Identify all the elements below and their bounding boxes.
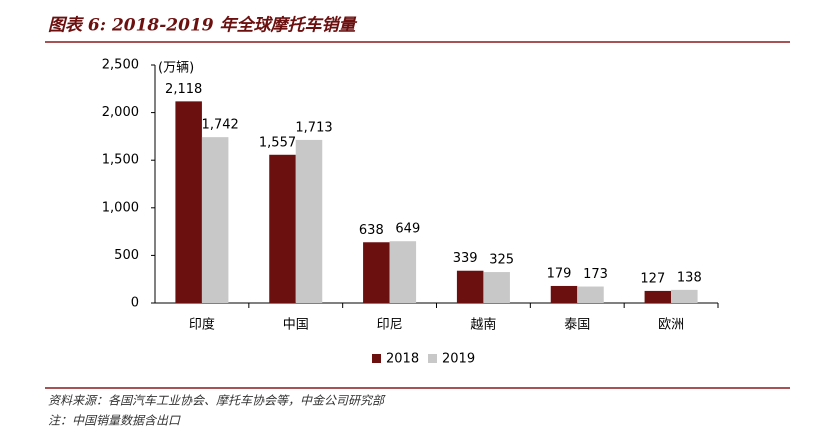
- value-label: 638: [359, 223, 384, 238]
- x-tick-label: 欧洲: [658, 318, 684, 333]
- bar: [389, 241, 417, 303]
- value-label: 2,118: [165, 82, 202, 97]
- x-tick-label: 越南: [470, 317, 496, 333]
- x-tick-label: 印度: [189, 317, 215, 333]
- source-note: 资料来源：各国汽车工业协会、摩托车协会等，中金公司研究部: [48, 394, 386, 408]
- value-label: 1,557: [259, 135, 296, 150]
- legend-label: 2018: [386, 352, 419, 367]
- value-label: 1,713: [295, 120, 332, 135]
- footnote: 注：中国销量数据含出口: [48, 414, 181, 428]
- bar: [363, 242, 390, 303]
- y-tick-label: 500: [114, 248, 139, 263]
- value-label: 138: [677, 270, 702, 285]
- y-unit: (万辆): [158, 61, 194, 76]
- bar: [550, 285, 578, 303]
- chart-title: 图表 6: 2018-2019 年全球摩托车销量: [48, 16, 358, 36]
- y-tick-label: 2,500: [102, 58, 139, 73]
- value-label: 127: [640, 271, 665, 286]
- y-tick-label: 2,000: [102, 105, 139, 120]
- y-tick-label: 1,500: [102, 153, 139, 168]
- value-label: 649: [395, 222, 420, 237]
- bar: [295, 139, 323, 303]
- y-tick-label: 1,000: [102, 200, 139, 215]
- value-label: 179: [547, 266, 572, 281]
- x-tick-label: 印尼: [377, 318, 403, 333]
- value-label: 173: [583, 267, 608, 282]
- value-label: 339: [453, 251, 478, 266]
- bar: [201, 137, 229, 303]
- bar: [456, 270, 484, 303]
- bar: [483, 272, 510, 303]
- y-tick-label: 0: [131, 296, 139, 311]
- bar: [671, 289, 698, 303]
- bar: [644, 290, 672, 303]
- legend-label: 2019: [442, 352, 475, 367]
- value-label: 1,742: [202, 118, 239, 133]
- bar: [269, 154, 296, 303]
- value-label: 325: [489, 253, 514, 268]
- x-tick-label: 中国: [283, 318, 309, 333]
- x-tick-label: 泰国: [564, 318, 590, 333]
- legend-swatch: [372, 354, 381, 363]
- bar: [577, 286, 604, 303]
- legend-swatch: [428, 354, 437, 363]
- bar: [175, 101, 202, 304]
